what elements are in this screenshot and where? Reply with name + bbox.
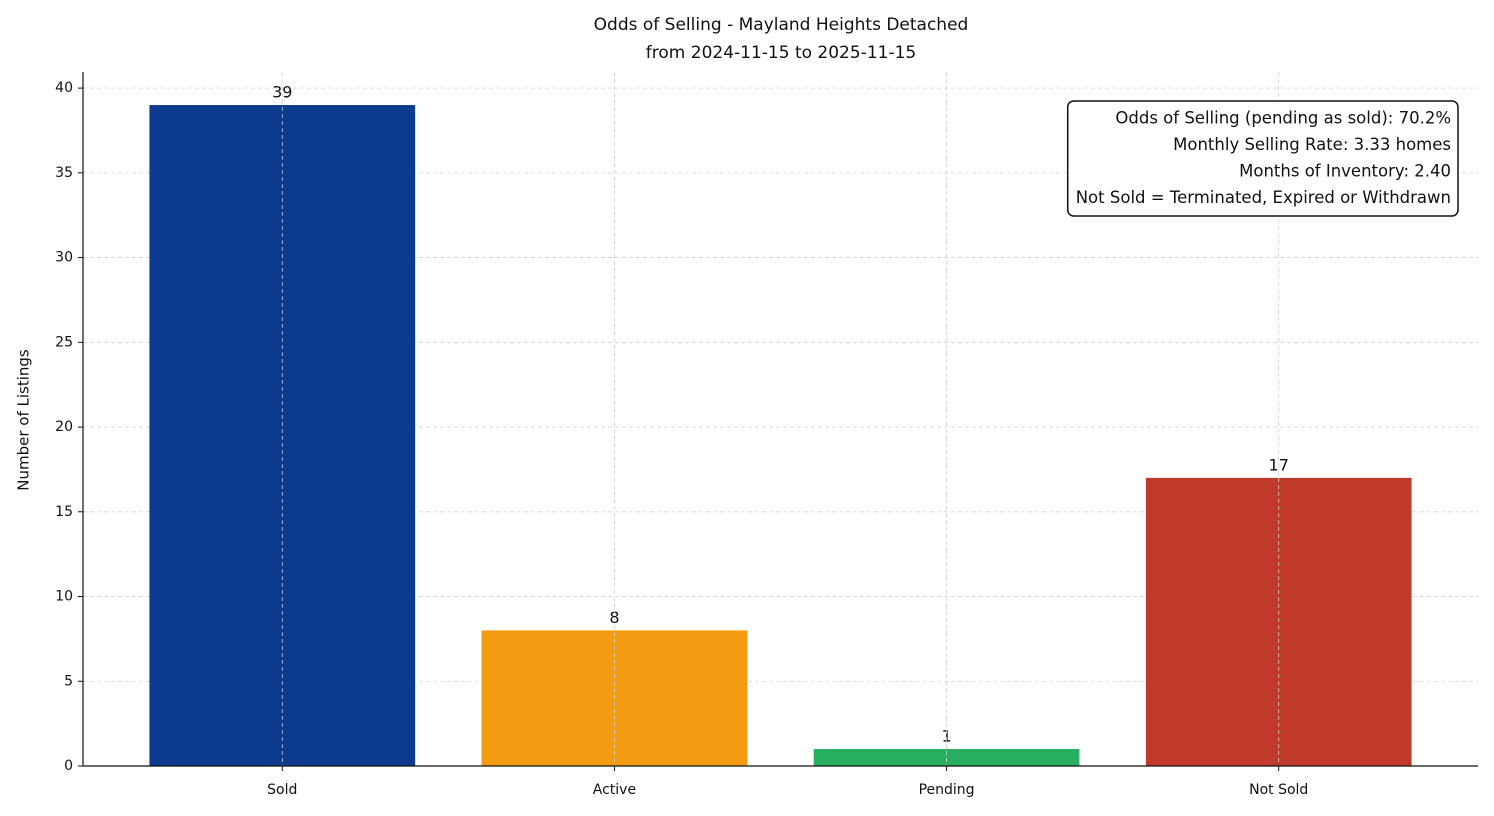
y-tick-label: 35 [55, 165, 73, 181]
y-axis-label: Number of Listings [15, 349, 33, 491]
annotation-text: Odds of Selling (pending as sold): 70.2% [1115, 109, 1451, 128]
bar [149, 105, 416, 767]
data-label: 1 [941, 727, 951, 746]
data-label: 39 [272, 83, 292, 102]
x-tick-label: Not Sold [1249, 782, 1308, 798]
x-tick-label: Sold [267, 782, 297, 798]
annotation-text: Months of Inventory: 2.40 [1239, 162, 1451, 181]
y-tick-label: 40 [55, 80, 73, 96]
x-tick-label: Pending [919, 782, 975, 798]
y-tick-label: 10 [55, 589, 73, 605]
chart-title: Odds of Selling - Mayland Heights Detach… [594, 15, 969, 35]
bar [813, 749, 1080, 766]
y-tick-label: 25 [55, 334, 73, 350]
data-label: 8 [609, 608, 619, 627]
x-tick-label: Active [593, 782, 636, 798]
y-tick-label: 20 [55, 419, 73, 435]
annotation-text: Monthly Selling Rate: 3.33 homes [1173, 135, 1451, 154]
chart-subtitle: from 2024-11-15 to 2025-11-15 [646, 43, 916, 63]
annotation-box [1066, 100, 1459, 217]
y-tick-label: 15 [55, 504, 73, 520]
annotation-text: Not Sold = Terminated, Expired or Withdr… [1076, 188, 1451, 207]
y-tick-label: 5 [64, 673, 73, 689]
y-tick-label: 30 [55, 250, 73, 266]
y-tick-label: 0 [64, 758, 73, 774]
